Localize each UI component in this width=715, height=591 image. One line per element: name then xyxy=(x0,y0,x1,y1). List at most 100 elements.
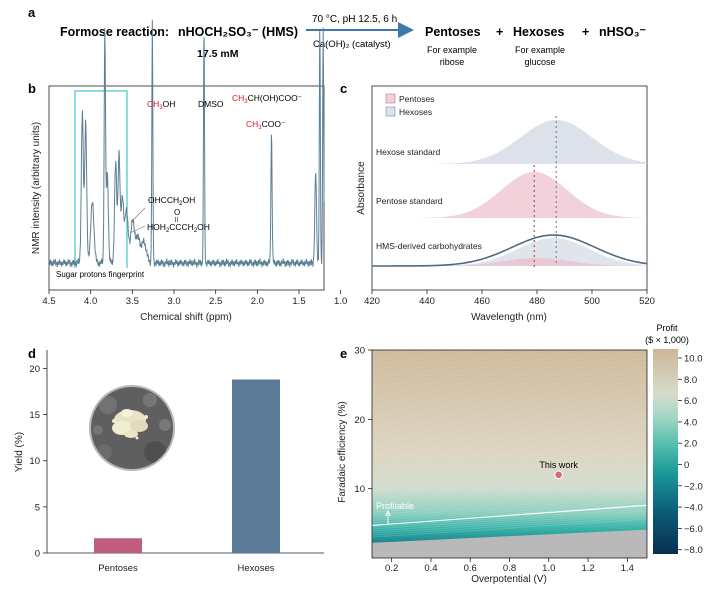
colorbar-tick-label: 6.0 xyxy=(684,396,697,407)
product-hexoses-note1: For example xyxy=(515,45,565,55)
panel-e-xtick-label: 1.4 xyxy=(621,563,634,574)
panel-e-ytick-label: 30 xyxy=(354,346,365,357)
panel-c: c Pentoses Hexoses Hexose standard Pento… xyxy=(340,81,655,323)
label-acetate-sub: 3 xyxy=(258,125,262,131)
heatmap-contour-line xyxy=(372,433,647,453)
pentose-standard-label: Pentose standard xyxy=(376,196,443,206)
panel-e-xtick-label: 0.4 xyxy=(424,563,437,574)
heatmap-contour-line xyxy=(372,371,647,390)
heatmap-contour-line xyxy=(372,435,647,455)
panel-b-letter: b xyxy=(28,81,36,96)
heatmap-contour-line xyxy=(372,475,647,494)
hexose-standard-label: Hexose standard xyxy=(376,147,441,157)
heatmap-contour-line xyxy=(372,350,566,363)
dish-texture xyxy=(93,393,171,463)
heatmap-contour-line xyxy=(372,402,647,421)
heatmap-contour-line xyxy=(372,450,647,469)
panel-d-ytick-label: 10 xyxy=(29,456,40,467)
colorbar-tick-label: 8.0 xyxy=(684,375,697,386)
panel-d-ytick-label: 5 xyxy=(35,502,40,513)
colorbar-title: Profit xyxy=(656,323,678,333)
hexose-standard-area xyxy=(372,120,647,164)
heatmap-contour-line xyxy=(372,500,647,519)
panel-b-xtick-label: 3.5 xyxy=(126,296,139,307)
colorbar-tick-label: −4.0 xyxy=(684,503,703,514)
heatmap-contour-line xyxy=(372,489,647,509)
heatmap-contour-line xyxy=(372,471,647,490)
heatmap-contour-line xyxy=(372,350,598,365)
heatmap-contour-line xyxy=(372,429,647,448)
label-dmso: DMSO xyxy=(198,99,224,109)
this-work-point xyxy=(554,470,563,480)
heatmap-contour-line xyxy=(372,356,647,376)
heatmap-contour-line xyxy=(372,504,647,523)
label-dihydroxyacetone: HOH2CCCH2OH xyxy=(147,222,210,234)
product-bisulfite: nHSO₃⁻ xyxy=(599,25,647,39)
heatmap-contour-line xyxy=(372,350,439,355)
legend-hexoses-label: Hexoses xyxy=(399,107,432,117)
heatmap-gradient xyxy=(372,350,647,558)
heatmap-contour-line xyxy=(372,439,647,459)
glyc-leader-line xyxy=(130,207,146,223)
heatmap-contour-line xyxy=(372,491,647,511)
bar-label-hexoses: Hexoses xyxy=(238,563,275,574)
heatmap-contour-line xyxy=(372,377,647,396)
panel-d-letter: d xyxy=(28,346,36,361)
heatmap-contour-line xyxy=(372,508,647,528)
heatmap-contour-line xyxy=(372,441,647,461)
heatmap-contour-line xyxy=(372,360,647,380)
panel-b-xlabel: Chemical shift (ppm) xyxy=(140,312,232,323)
concentration: 17.5 mM xyxy=(197,48,239,60)
label-dha-sub2: 2 xyxy=(194,228,198,234)
panel-e-xtick-label: 1.2 xyxy=(581,563,594,574)
panel-a-letter: a xyxy=(28,5,36,20)
panel-d-ytick-label: 20 xyxy=(29,364,40,375)
heatmap-contour-line xyxy=(372,425,647,444)
heatmap-contour-line xyxy=(372,410,647,430)
panel-c-xtick-label: 420 xyxy=(364,296,380,307)
heatmap-contour-line xyxy=(372,367,647,386)
pentose-standard-area xyxy=(372,172,647,218)
heatmap-contour-line xyxy=(372,518,647,538)
panel-e: e 0.2 0.4 0.6 0.8 1.0 1.2 1.4 10 20 30 Overpoten… xyxy=(337,323,703,585)
heatmap-contour-line xyxy=(372,512,647,532)
heatmap-contour-line xyxy=(372,419,647,438)
fingerprint-label-bg xyxy=(54,268,170,280)
panel-d-y-ticks: 0 5 10 15 20 xyxy=(29,364,47,560)
heatmap-contour-line xyxy=(372,365,647,384)
heatmap-contour-line xyxy=(372,389,647,409)
panel-e-xtick-label: 0.6 xyxy=(464,563,477,574)
heatmap-contour-line xyxy=(372,466,647,486)
colorbar-tick-label: −8.0 xyxy=(684,545,703,556)
heatmap-contour-line xyxy=(372,485,647,505)
label-lactate: CH3CH(OH)COO⁻ xyxy=(232,93,303,105)
heatmap-contour-line xyxy=(372,392,647,411)
colorbar-units: ($ × 1,000) xyxy=(645,335,689,345)
label-methanol-sub: 3 xyxy=(159,105,163,111)
colorbar-tick-label: 10.0 xyxy=(684,354,703,365)
label-methanol-oh: OH xyxy=(163,99,176,109)
panel-a: a Formose reaction: nHOCH₂SO₃⁻ (HMS) 17.… xyxy=(28,5,647,67)
heatmap-contour-line xyxy=(372,404,647,424)
label-lactate-sub: 3 xyxy=(244,99,248,105)
label-dha-e: OH xyxy=(197,222,210,232)
colorbar-tick-label: 2.0 xyxy=(684,439,697,450)
panel-c-x-ticks: 420 440 460 480 500 520 xyxy=(364,290,655,307)
profitable-label: Profitable xyxy=(376,501,414,511)
panel-d-ylabel: Yield (%) xyxy=(14,432,25,472)
heatmap-contour-line xyxy=(372,481,647,500)
legend-hexoses-swatch xyxy=(385,106,396,117)
heatmap-contour-line xyxy=(372,381,647,401)
label-glyc-sub: 2 xyxy=(179,201,183,207)
heatmap-contour-line xyxy=(372,498,647,517)
heatmap-contour-line xyxy=(372,460,647,480)
dha-leader-line xyxy=(129,225,146,234)
heatmap-contour-line xyxy=(372,510,647,530)
label-lactate-ch: CH xyxy=(232,93,244,103)
heatmap-contour-line xyxy=(372,427,647,446)
panel-b-xtick-label: 2.5 xyxy=(209,296,222,307)
heatmap-contour-line xyxy=(372,400,647,419)
heatmap-contour-line xyxy=(372,496,647,515)
panel-e-ytick-label: 10 xyxy=(354,484,365,495)
label-acetate-ch: CH xyxy=(246,119,258,129)
